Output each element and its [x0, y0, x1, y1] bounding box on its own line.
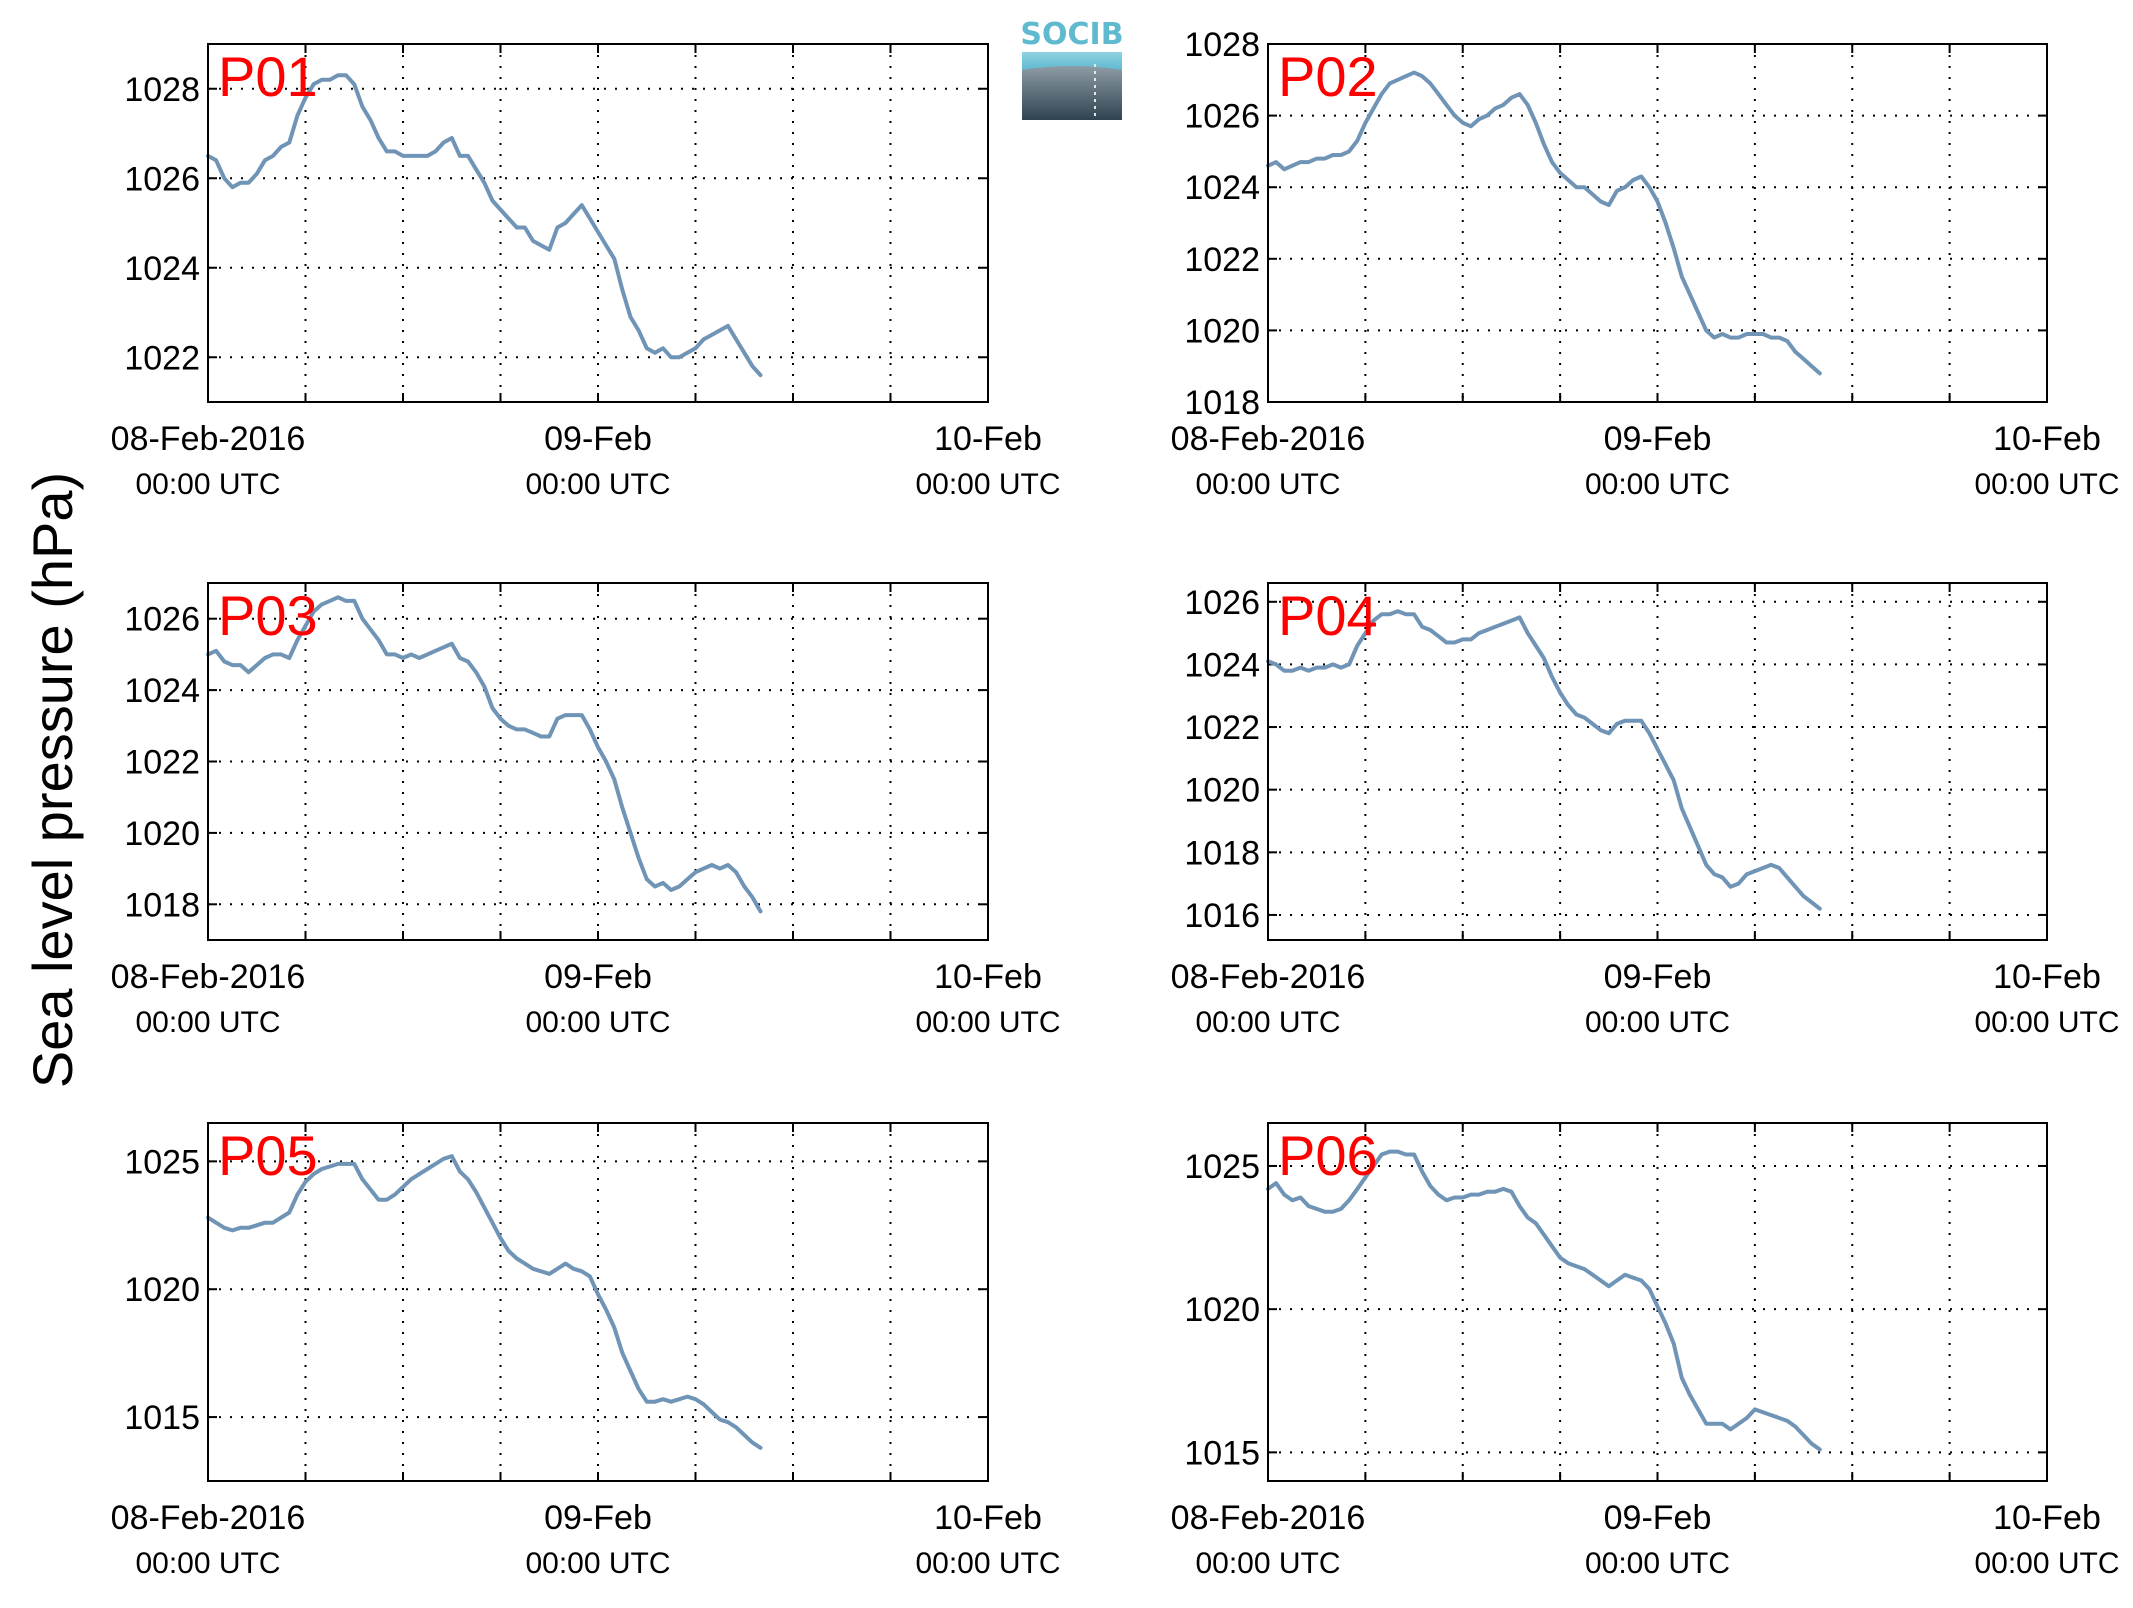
panel-label: P02	[1278, 45, 1378, 108]
y-tick-label: 1015	[1184, 1434, 1260, 1472]
axes-frame	[207, 1122, 989, 1482]
y-tick-label: 1028	[1184, 26, 1260, 64]
pressure-series-line	[206, 595, 763, 914]
x-tick-label-date: 10-Feb	[934, 420, 1042, 458]
y-tick-label: 1024	[124, 672, 200, 710]
axes-frame	[1267, 1122, 2048, 1482]
x-tick-label-time: 00:00 UTC	[135, 1547, 280, 1580]
x-tick-label-date: 08-Feb-2016	[111, 420, 306, 458]
y-tick-label: 1022	[124, 339, 200, 377]
y-tick-label: 1022	[1184, 709, 1260, 747]
x-tick-label-time: 00:00 UTC	[1974, 1547, 2119, 1580]
x-tick-label-date: 08-Feb-2016	[111, 958, 306, 996]
pressure-series-line	[1266, 1149, 1822, 1452]
x-tick-label-date: 10-Feb	[1993, 958, 2101, 996]
panel-label: P04	[1278, 584, 1378, 647]
y-tick-label: 1022	[124, 744, 200, 782]
pressure-series-line	[1266, 70, 1822, 376]
x-tick-label-time: 00:00 UTC	[1585, 1006, 1730, 1039]
x-tick-label-time: 00:00 UTC	[1974, 1006, 2119, 1039]
y-tick-label: 1020	[1184, 312, 1260, 350]
y-tick-label: 1026	[124, 160, 200, 198]
y-tick-label: 1025	[124, 1143, 200, 1181]
pressure-series-line	[206, 73, 763, 378]
x-tick-label-date: 08-Feb-2016	[1171, 1499, 1366, 1537]
x-tick-label-date: 08-Feb-2016	[1171, 958, 1366, 996]
x-tick-label-time: 00:00 UTC	[1195, 468, 1340, 501]
panel-p02: 1018 1020 1022 1024 1026 1028 08-Feb-2016 00:00…	[1171, 26, 2120, 501]
panel-label: P05	[218, 1124, 318, 1187]
y-tick-label: 1028	[124, 71, 200, 109]
panel-label: P06	[1278, 1124, 1378, 1187]
x-tick-label-time: 00:00 UTC	[525, 468, 670, 501]
y-tick-label: 1018	[1184, 384, 1260, 422]
x-tick-label-time: 00:00 UTC	[1585, 468, 1730, 501]
panel-label: P03	[218, 584, 318, 647]
y-tick-label: 1020	[1184, 772, 1260, 810]
x-tick-label-date: 09-Feb	[544, 1499, 652, 1537]
x-tick-label-time: 00:00 UTC	[915, 1006, 1060, 1039]
x-tick-label-time: 00:00 UTC	[1974, 468, 2119, 501]
x-tick-label-time: 00:00 UTC	[525, 1547, 670, 1580]
y-tick-label: 1026	[1184, 98, 1260, 136]
x-tick-label-date: 10-Feb	[934, 958, 1042, 996]
socib-logo: SOCIB	[1020, 17, 1124, 120]
y-tick-label: 1020	[1184, 1291, 1260, 1329]
panel-p04: 1016 1018 1020 1022 1024 1026 08-Feb-2016 00:00…	[1171, 582, 2120, 1039]
x-tick-label-time: 00:00 UTC	[1195, 1006, 1340, 1039]
x-tick-label-date: 08-Feb-2016	[1171, 420, 1366, 458]
y-tick-label: 1024	[1184, 169, 1260, 207]
y-tick-label: 1016	[1184, 897, 1260, 935]
axes-frame	[1267, 582, 2048, 941]
x-tick-label-time: 00:00 UTC	[135, 468, 280, 501]
axes-frame	[207, 582, 989, 941]
panel-p03: 1018 1020 1022 1024 1026 08-Feb-2016 00:00 UTC…	[111, 582, 1061, 1039]
y-tick-label: 1022	[1184, 241, 1260, 279]
x-tick-label-date: 10-Feb	[1993, 420, 2101, 458]
y-tick-label: 1024	[1184, 646, 1260, 684]
axes-frame	[1267, 43, 2048, 403]
socib-logo-wave	[1022, 52, 1122, 70]
x-tick-label-date: 10-Feb	[934, 1499, 1042, 1537]
panel-p01: 1022 1024 1026 1028 08-Feb-2016 00:00 UTC 09-F…	[111, 43, 1061, 501]
x-tick-label-time: 00:00 UTC	[1585, 1547, 1730, 1580]
x-tick-label-date: 09-Feb	[1604, 958, 1712, 996]
y-tick-label: 1024	[124, 250, 200, 288]
panels: 1022 1024 1026 1028 08-Feb-2016 00:00 UTC 09-F…	[111, 26, 2120, 1580]
x-tick-label-time: 00:00 UTC	[915, 1547, 1060, 1580]
x-tick-label-date: 09-Feb	[544, 420, 652, 458]
x-tick-label-date: 09-Feb	[544, 958, 652, 996]
y-tick-label: 1015	[124, 1399, 200, 1437]
x-tick-label-date: 08-Feb-2016	[111, 1499, 306, 1537]
y-tick-label: 1018	[1184, 834, 1260, 872]
x-tick-label-time: 00:00 UTC	[1195, 1547, 1340, 1580]
x-tick-label-date: 09-Feb	[1604, 1499, 1712, 1537]
x-tick-label-time: 00:00 UTC	[135, 1006, 280, 1039]
panel-p06: 1015 1020 1025 08-Feb-2016 00:00 UTC 09-Feb 00…	[1171, 1122, 2120, 1580]
x-tick-label-time: 00:00 UTC	[915, 468, 1060, 501]
y-tick-label: 1020	[124, 1271, 200, 1309]
panel-label: P01	[218, 45, 318, 108]
y-tick-label: 1018	[124, 886, 200, 924]
y-tick-label: 1020	[124, 815, 200, 853]
x-tick-label-date: 10-Feb	[1993, 1499, 2101, 1537]
y-axis-label: Sea level pressure (hPa)	[21, 472, 84, 1088]
socib-logo-text: SOCIB	[1020, 17, 1123, 52]
x-tick-label-time: 00:00 UTC	[525, 1006, 670, 1039]
axes-frame	[207, 43, 989, 403]
y-tick-label: 1025	[1184, 1148, 1260, 1186]
pressure-series-line	[206, 1154, 763, 1450]
panel-p05: 1015 1020 1025 08-Feb-2016 00:00 UTC 09-Feb 00…	[111, 1122, 1061, 1580]
y-tick-label: 1026	[1184, 584, 1260, 622]
x-tick-label-date: 09-Feb	[1604, 420, 1712, 458]
pressure-series-line	[1266, 609, 1822, 911]
y-tick-label: 1026	[124, 601, 200, 639]
